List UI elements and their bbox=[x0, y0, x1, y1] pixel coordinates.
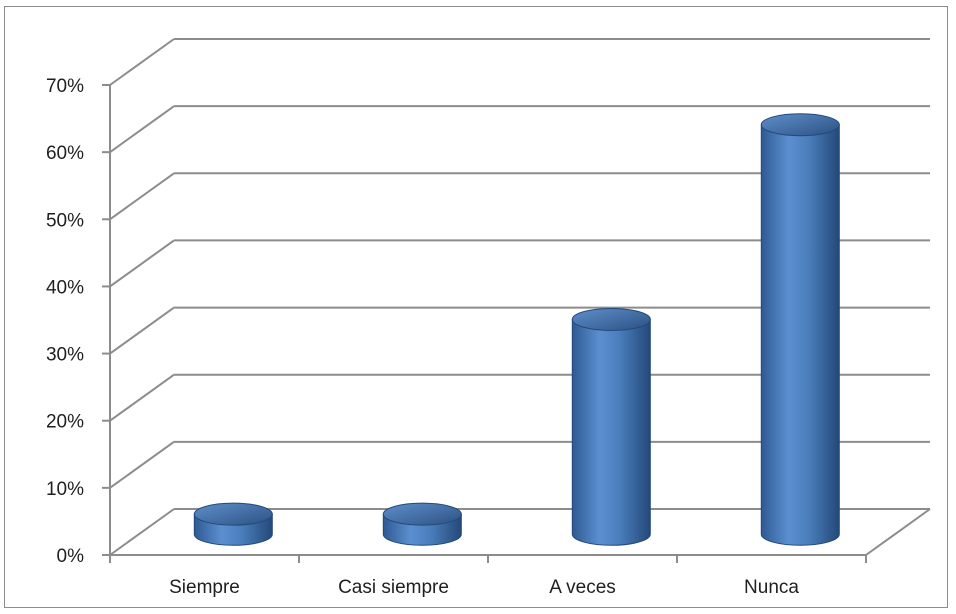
y-tick-label: 40% bbox=[46, 277, 84, 298]
bar bbox=[760, 113, 840, 546]
y-tick-label: 10% bbox=[46, 479, 84, 500]
y-tick-label: 20% bbox=[46, 412, 84, 433]
floor-left-edge bbox=[109, 508, 175, 556]
gridline-wall bbox=[109, 373, 175, 422]
bar-top bbox=[760, 113, 840, 137]
gridline-wall bbox=[109, 172, 175, 221]
gridline-wall bbox=[109, 105, 175, 153]
gridline-wall bbox=[109, 38, 175, 86]
gridline-wall bbox=[109, 441, 175, 489]
bar bbox=[193, 502, 273, 546]
gridline-wall bbox=[109, 239, 175, 288]
y-tick-label: 60% bbox=[46, 143, 84, 164]
y-tick-label: 0% bbox=[57, 546, 85, 567]
bar bbox=[571, 307, 651, 546]
bar bbox=[382, 502, 462, 546]
bar-top bbox=[193, 502, 273, 526]
bar-top bbox=[571, 307, 651, 331]
bar-top bbox=[382, 502, 462, 526]
bar-body bbox=[571, 318, 651, 546]
y-axis-ticks: 0% 10% 20% 30% 40% 50% 60% 70% bbox=[46, 76, 110, 567]
x-axis-categories: Siempre Casi siempre A veces Nunca bbox=[109, 555, 867, 598]
bars bbox=[193, 113, 840, 546]
floor-right-edge bbox=[865, 508, 931, 556]
bar-body bbox=[760, 124, 840, 546]
y-tick-label: 50% bbox=[46, 210, 84, 231]
gridline-wall bbox=[109, 306, 175, 355]
x-category-label: A veces bbox=[549, 577, 616, 598]
x-category-label: Casi siempre bbox=[338, 577, 449, 598]
x-category-label: Siempre bbox=[169, 577, 240, 598]
x-category-label: Nunca bbox=[744, 577, 799, 598]
y-tick-label: 30% bbox=[46, 345, 84, 366]
y-tick-label: 70% bbox=[46, 76, 84, 97]
